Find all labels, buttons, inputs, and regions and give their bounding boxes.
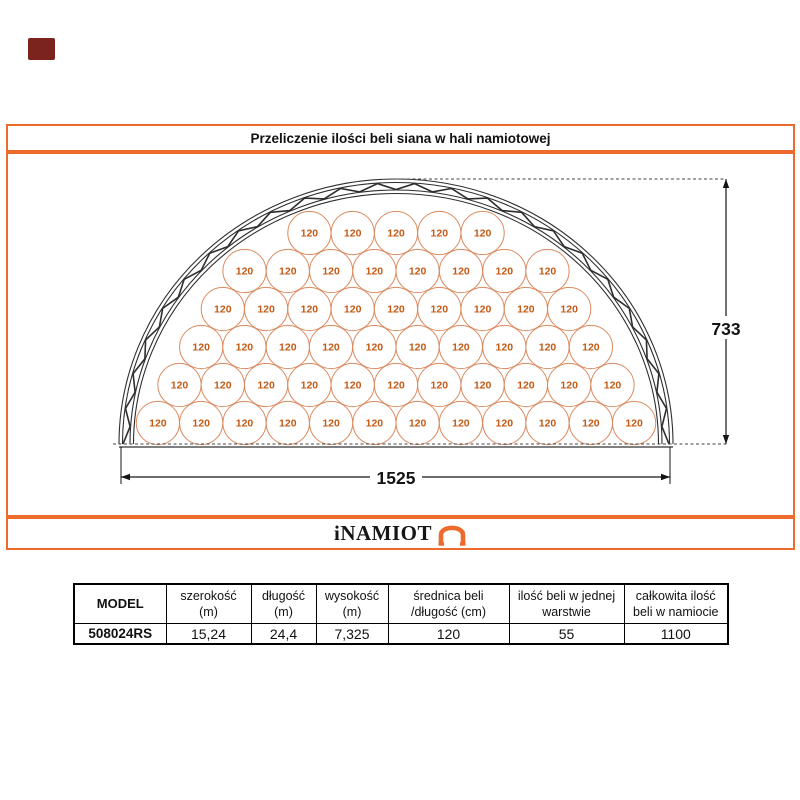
bale-label: 120: [301, 380, 319, 392]
bale-label: 120: [539, 418, 557, 430]
title-bar: Przeliczenie ilości beli siana w hali na…: [6, 124, 795, 152]
bale-label: 120: [171, 380, 189, 392]
bale-label: 120: [431, 228, 449, 240]
col-header-bale-diameter: średnica beli/długość (cm): [387, 583, 510, 624]
bale-label: 120: [517, 304, 535, 316]
bale-label: 120: [625, 418, 643, 430]
height-dim-arrow-top: [722, 179, 730, 188]
bale-label: 120: [192, 342, 210, 354]
bale-label: 120: [474, 380, 492, 392]
bale-circle: [525, 248, 570, 294]
bale-label: 120: [279, 342, 297, 354]
bale-label: 120: [214, 380, 232, 392]
bale-label: 120: [539, 266, 557, 278]
col-header-length: długość (m): [250, 583, 317, 624]
bale-label: 120: [409, 342, 427, 354]
bale-label: 120: [452, 342, 470, 354]
height-dim-arrow-bottom: [722, 435, 730, 444]
spec-table: MODEL szerokość (m) długość (m) wysokość (m…: [73, 583, 729, 645]
bale-label: 120: [496, 342, 514, 354]
col-header-bales-per-layer: ilość beli w jednej warstwie: [508, 583, 625, 624]
bale-label: 120: [431, 304, 449, 316]
tent-arch-icon: [438, 525, 466, 546]
bale-label: 120: [344, 228, 362, 240]
bale-label: 120: [431, 380, 449, 392]
bale-label: 120: [344, 380, 362, 392]
col-header-model: MODEL: [73, 583, 167, 624]
bale-label: 120: [366, 418, 384, 430]
width-dim-label: 1525: [377, 468, 416, 488]
bale-label: 120: [301, 304, 319, 316]
table-header-row: MODEL szerokość (m) długość (m) wysokość (m…: [73, 583, 729, 624]
bale-label: 120: [344, 304, 362, 316]
width-dim-arrow-left: [121, 473, 130, 481]
diagram-panel: 120 120 120 120 120 120 120 120 120 120 120 120 120 1…: [6, 152, 795, 517]
bale-label: 120: [236, 418, 254, 430]
bale-label: 120: [452, 418, 470, 430]
bale-label: 120: [301, 228, 319, 240]
bale-label: 120: [236, 266, 254, 278]
height-dim-label-bg: [702, 316, 750, 339]
bale-label: 120: [366, 266, 384, 278]
bale-label: 120: [214, 304, 232, 316]
bale-label: 120: [496, 266, 514, 278]
bale-label: 120: [582, 342, 600, 354]
bale-label: 120: [192, 418, 210, 430]
col-header-width: szerokość (m): [165, 583, 252, 624]
truss-web: [122, 182, 670, 445]
brand-name: iNAMIOT: [334, 521, 432, 545]
table-data-row: 508024RS 15,24 24,4 7,325 120 55 1100: [73, 623, 729, 645]
bale-circle: [547, 286, 592, 332]
bale-circle: [611, 400, 657, 446]
bale-label: 120: [604, 380, 622, 392]
bale-circle: [590, 362, 635, 408]
col-header-total-bales: całkowita ilość beli w namiocie: [623, 583, 729, 624]
tent-cross-section-diagram: 120 120 120 120 120 120 120 120 120 120 120 120 120 1…: [113, 178, 750, 488]
page-title: Przeliczenie ilości beli siana w hali na…: [250, 130, 551, 146]
bale-label: 120: [582, 418, 600, 430]
bale-circle: [460, 210, 505, 256]
bale-label: 120: [409, 418, 427, 430]
bale-label: 120: [496, 418, 514, 430]
bale-label: 120: [387, 380, 405, 392]
cell-width: 15,24: [165, 623, 252, 645]
bale-label: 120: [474, 228, 492, 240]
cell-total-bales: 1100: [623, 623, 729, 645]
cell-bale-diameter: 120: [387, 623, 510, 645]
cell-bales-per-layer: 55: [508, 623, 625, 645]
cell-length: 24,4: [250, 623, 317, 645]
bale-label: 120: [409, 266, 427, 278]
bale-label: 120: [366, 342, 384, 354]
truss-chord: [121, 182, 671, 445]
bale-label: 120: [387, 304, 405, 316]
width-dim-arrow-right: [661, 473, 670, 481]
cell-height: 7,325: [315, 623, 389, 645]
width-dim-label-bg: [370, 466, 422, 488]
bale-label: 120: [149, 418, 167, 430]
bale-label: 120: [322, 266, 340, 278]
bale-label: 120: [257, 304, 275, 316]
brand-bar: iNAMIOT: [6, 517, 795, 550]
bale-label: 120: [322, 418, 340, 430]
bale-label: 120: [452, 266, 470, 278]
bale-label: 120: [474, 304, 492, 316]
bale-label: 120: [387, 228, 405, 240]
bale-circle: [568, 324, 614, 370]
corner-stamp: [28, 38, 55, 60]
bale-label: 120: [539, 342, 557, 354]
bale-label: 120: [322, 342, 340, 354]
height-dim-label: 733: [711, 319, 740, 339]
bale-label: 120: [560, 380, 578, 392]
bale-label: 120: [257, 380, 275, 392]
bale-label: 120: [279, 266, 297, 278]
truss-chord: [132, 192, 660, 445]
bale-label: 120: [236, 342, 254, 354]
bale-label: 120: [560, 304, 578, 316]
cell-model: 508024RS: [73, 623, 167, 645]
bale-label: 120: [279, 418, 297, 430]
col-header-height: wysokość (m): [315, 583, 389, 624]
bale-label: 120: [517, 380, 535, 392]
